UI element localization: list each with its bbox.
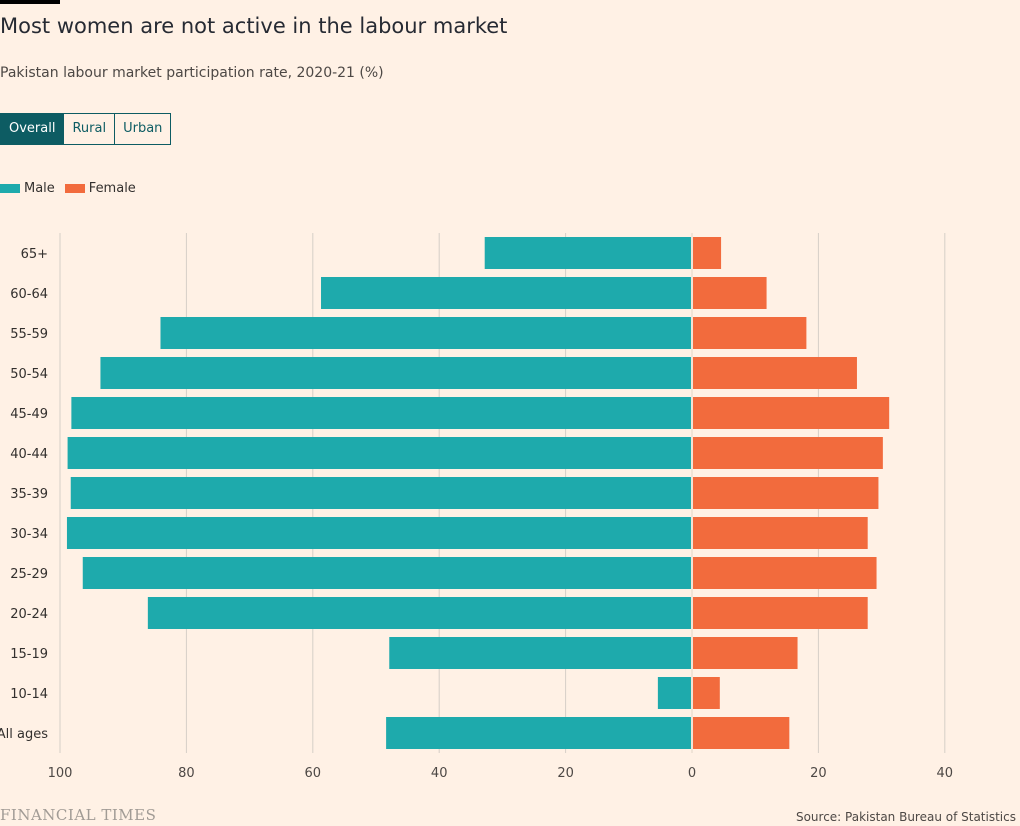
- x-tick-label: 80: [178, 766, 195, 781]
- bar-male: [389, 637, 692, 669]
- bar-male: [657, 677, 692, 709]
- y-category-label: All ages: [0, 727, 48, 742]
- bar-male: [147, 597, 692, 629]
- legend-swatch-female: [64, 184, 85, 193]
- x-tick-label: 100: [48, 766, 73, 781]
- legend-item-female: Female: [64, 181, 136, 196]
- x-tick-label: 20: [810, 766, 827, 781]
- y-category-label: 15-19: [10, 647, 48, 662]
- y-category-label: 35-39: [10, 487, 48, 502]
- legend-swatch-male: [0, 184, 20, 193]
- view-toggle: Overall Rural Urban: [0, 113, 172, 145]
- bar-male: [386, 717, 692, 749]
- bar-male: [160, 317, 692, 349]
- legend-label-male: Male: [24, 181, 55, 196]
- bar-female: [692, 277, 767, 309]
- bar-male: [67, 437, 693, 469]
- bar-male: [484, 237, 692, 269]
- bar-female: [692, 717, 790, 749]
- bar-male: [321, 277, 692, 309]
- tab-overall[interactable]: Overall: [0, 113, 65, 145]
- bar-female: [692, 437, 883, 469]
- y-category-label: 50-54: [10, 367, 48, 382]
- bar-female: [692, 637, 798, 669]
- x-tick-label: 60: [305, 766, 322, 781]
- bar-female: [692, 557, 877, 589]
- bar-female: [692, 397, 890, 429]
- x-tick-label: 0: [688, 766, 696, 781]
- x-tick-label: 40: [937, 766, 954, 781]
- bar-female: [692, 477, 879, 509]
- chart-subtitle: Pakistan labour market participation rat…: [0, 65, 384, 81]
- chart-legend: Male Female: [0, 181, 146, 196]
- chart-title: Most women are not active in the labour …: [0, 14, 508, 38]
- bar-female: [692, 357, 857, 389]
- bar-male: [82, 557, 692, 589]
- tab-urban[interactable]: Urban: [114, 113, 172, 145]
- legend-label-female: Female: [88, 181, 136, 196]
- bar-male: [71, 397, 693, 429]
- y-category-label: 20-24: [10, 607, 48, 622]
- y-category-label: 55-59: [10, 327, 48, 342]
- y-category-label: 45-49: [10, 407, 48, 422]
- y-category-label: 40-44: [10, 447, 48, 462]
- bar-female: [692, 597, 868, 629]
- y-category-label: 60-64: [10, 287, 48, 302]
- x-tick-label: 20: [557, 766, 574, 781]
- bar-female: [692, 517, 868, 549]
- y-category-label: 65+: [21, 247, 48, 262]
- y-category-label: 30-34: [10, 527, 48, 542]
- bar-male: [70, 477, 692, 509]
- legend-item-male: Male: [0, 181, 55, 196]
- bar-male: [100, 357, 692, 389]
- y-category-label: 25-29: [10, 567, 48, 582]
- x-tick-label: 40: [431, 766, 448, 781]
- bar-female: [692, 677, 720, 709]
- top-accent-bar: [0, 0, 60, 4]
- ft-logo: FINANCIAL TIMES: [0, 806, 157, 824]
- source-note: Source: Pakistan Bureau of Statistics: [795, 810, 1016, 824]
- population-pyramid-chart: 100 80 60 40 20 0 20 40 65+ 60-64 55-59 50-54 45-49 4…: [0, 233, 954, 781]
- bar-male: [66, 517, 692, 549]
- bar-female: [692, 317, 807, 349]
- bar-female: [692, 237, 722, 269]
- tab-rural[interactable]: Rural: [63, 113, 116, 145]
- y-category-label: 10-14: [10, 687, 48, 702]
